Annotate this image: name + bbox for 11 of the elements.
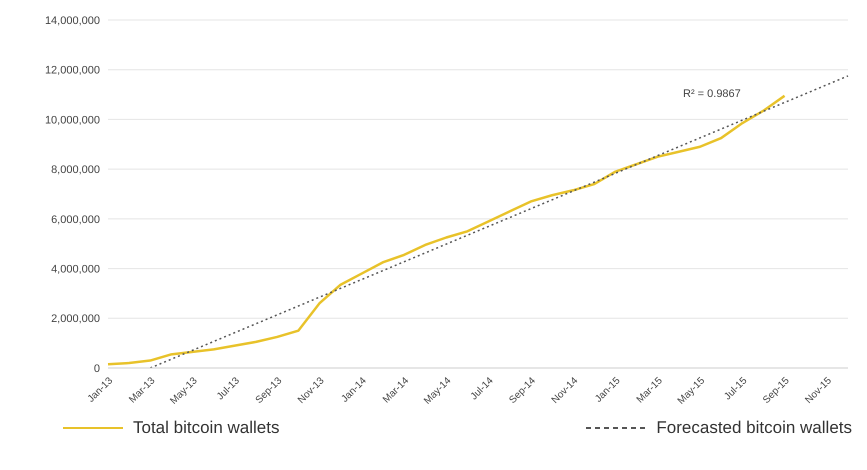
- y-tick-label: 12,000,000: [44, 64, 100, 77]
- y-tick-label: 6,000,000: [51, 214, 100, 226]
- legend-label: Forecasted bitcoin wallets: [656, 418, 852, 438]
- y-tick-label: 10,000,000: [44, 114, 100, 126]
- y-tick-label: 4,000,000: [51, 263, 100, 276]
- y-tick-label: 2,000,000: [51, 313, 100, 326]
- legend-label: Total bitcoin wallets: [133, 418, 280, 438]
- y-tick-label: 8,000,000: [51, 164, 100, 176]
- annotation: R² = 0.9867: [683, 88, 741, 100]
- y-tick-label: 0: [94, 362, 100, 375]
- y-tick-label: 14,000,000: [44, 14, 100, 27]
